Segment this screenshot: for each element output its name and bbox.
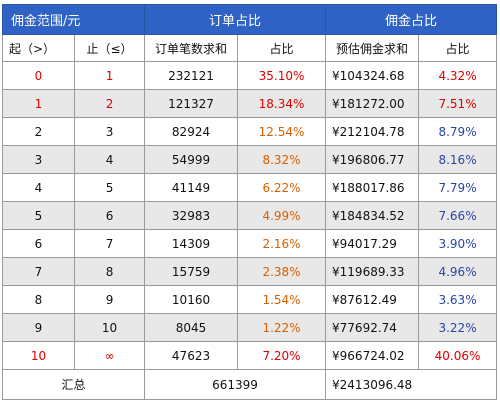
cell-to: ∞ bbox=[73, 341, 146, 370]
cell-commission-share: 3.90% bbox=[418, 229, 498, 258]
commission-table-container: 佣金范围/元 订单占比 佣金占比 起（>） 止（≤） 订单笔数求和 占比 预估佣… bbox=[1, 4, 498, 400]
cell-commission-sum: ¥184834.52 bbox=[325, 201, 420, 230]
cell-commission-share: 3.22% bbox=[418, 313, 498, 342]
cell-from: 9 bbox=[2, 313, 75, 342]
header-commission-share: 佣金占比 bbox=[325, 4, 498, 35]
cell-order-share: 2.38% bbox=[237, 257, 327, 286]
table-row: 9 10 8045 1.22% ¥77692.74 3.22% bbox=[2, 313, 498, 342]
cell-order-count: 8045 bbox=[144, 313, 239, 342]
cell-to: 2 bbox=[73, 89, 146, 118]
cell-commission-share: 8.79% bbox=[418, 117, 498, 146]
cell-to: 4 bbox=[73, 145, 146, 174]
cell-to: 10 bbox=[73, 313, 146, 342]
cell-order-count: 10160 bbox=[144, 285, 239, 314]
total-orders: 661399 bbox=[144, 369, 327, 400]
table-column-header: 起（>） 止（≤） 订单笔数求和 占比 预估佣金求和 占比 bbox=[2, 34, 498, 62]
table-row: 8 9 10160 1.54% ¥87612.49 3.63% bbox=[2, 285, 498, 314]
cell-order-count: 54999 bbox=[144, 145, 239, 174]
cell-commission-sum: ¥119689.33 bbox=[325, 257, 420, 286]
table-body: 0 1 232121 35.10% ¥104324.68 4.32% 1 2 121327 18.… bbox=[2, 61, 498, 370]
table-row: 7 8 15759 2.38% ¥119689.33 4.96% bbox=[2, 257, 498, 286]
cell-from: 10 bbox=[2, 341, 75, 370]
cell-from: 8 bbox=[2, 285, 75, 314]
cell-to: 6 bbox=[73, 201, 146, 230]
cell-commission-sum: ¥188017.86 bbox=[325, 173, 420, 202]
cell-from: 7 bbox=[2, 257, 75, 286]
table-row: 1 2 121327 18.34% ¥181272.00 7.51% bbox=[2, 89, 498, 118]
table-row: 6 7 14309 2.16% ¥94017.29 3.90% bbox=[2, 229, 498, 258]
cell-commission-sum: ¥966724.02 bbox=[325, 341, 420, 370]
col-from: 起（>） bbox=[2, 34, 75, 62]
cell-to: 1 bbox=[73, 61, 146, 90]
cell-to: 5 bbox=[73, 173, 146, 202]
cell-from: 0 bbox=[2, 61, 75, 90]
cell-commission-sum: ¥196806.77 bbox=[325, 145, 420, 174]
cell-order-share: 35.10% bbox=[237, 61, 327, 90]
cell-order-count: 14309 bbox=[144, 229, 239, 258]
cell-order-share: 2.16% bbox=[237, 229, 327, 258]
table-row: 0 1 232121 35.10% ¥104324.68 4.32% bbox=[2, 61, 498, 90]
cell-commission-share: 4.96% bbox=[418, 257, 498, 286]
header-order-share: 订单占比 bbox=[144, 4, 327, 35]
cell-from: 4 bbox=[2, 173, 75, 202]
cell-commission-sum: ¥181272.00 bbox=[325, 89, 420, 118]
col-commission-share: 占比 bbox=[418, 34, 498, 62]
cell-from: 3 bbox=[2, 145, 75, 174]
cell-commission-sum: ¥212104.78 bbox=[325, 117, 420, 146]
cell-from: 2 bbox=[2, 117, 75, 146]
cell-commission-share: 40.06% bbox=[418, 341, 498, 370]
table-total-row: 汇总 661399 ¥2413096.48 bbox=[1, 369, 498, 400]
cell-from: 5 bbox=[2, 201, 75, 230]
total-commission: ¥2413096.48 bbox=[325, 369, 498, 400]
cell-order-share: 8.32% bbox=[237, 145, 327, 174]
cell-to: 8 bbox=[73, 257, 146, 286]
cell-order-share: 1.22% bbox=[237, 313, 327, 342]
cell-commission-sum: ¥104324.68 bbox=[325, 61, 420, 90]
cell-order-count: 15759 bbox=[144, 257, 239, 286]
cell-order-count: 82924 bbox=[144, 117, 239, 146]
table-row: 2 3 82924 12.54% ¥212104.78 8.79% bbox=[2, 117, 498, 146]
col-to: 止（≤） bbox=[73, 34, 146, 62]
cell-order-count: 121327 bbox=[144, 89, 239, 118]
cell-order-share: 4.99% bbox=[237, 201, 327, 230]
table-row: 10 ∞ 47623 7.20% ¥966724.02 40.06% bbox=[2, 341, 498, 370]
cell-order-count: 232121 bbox=[144, 61, 239, 90]
cell-to: 7 bbox=[73, 229, 146, 258]
col-commission-sum: 预估佣金求和 bbox=[325, 34, 420, 62]
table-row: 3 4 54999 8.32% ¥196806.77 8.16% bbox=[2, 145, 498, 174]
cell-commission-sum: ¥77692.74 bbox=[325, 313, 420, 342]
total-label: 汇总 bbox=[1, 369, 146, 400]
cell-commission-sum: ¥94017.29 bbox=[325, 229, 420, 258]
cell-order-share: 1.54% bbox=[237, 285, 327, 314]
cell-to: 9 bbox=[73, 285, 146, 314]
cell-order-share: 18.34% bbox=[237, 89, 327, 118]
cell-order-count: 32983 bbox=[144, 201, 239, 230]
cell-order-share: 6.22% bbox=[237, 173, 327, 202]
table-row: 5 6 32983 4.99% ¥184834.52 7.66% bbox=[2, 201, 498, 230]
cell-from: 1 bbox=[2, 89, 75, 118]
cell-order-share: 12.54% bbox=[237, 117, 327, 146]
header-commission-range: 佣金范围/元 bbox=[1, 4, 146, 35]
cell-commission-share: 7.79% bbox=[418, 173, 498, 202]
cell-to: 3 bbox=[73, 117, 146, 146]
cell-commission-share: 3.63% bbox=[418, 285, 498, 314]
cell-order-count: 41149 bbox=[144, 173, 239, 202]
table-row: 4 5 41149 6.22% ¥188017.86 7.79% bbox=[2, 173, 498, 202]
commission-distribution-table: 佣金范围/元 订单占比 佣金占比 起（>） 止（≤） 订单笔数求和 占比 预估佣… bbox=[1, 4, 498, 400]
cell-order-share: 7.20% bbox=[237, 341, 327, 370]
table-group-header: 佣金范围/元 订单占比 佣金占比 bbox=[1, 4, 498, 35]
col-order-share: 占比 bbox=[237, 34, 327, 62]
cell-commission-share: 7.66% bbox=[418, 201, 498, 230]
col-order-count: 订单笔数求和 bbox=[144, 34, 239, 62]
cell-from: 6 bbox=[2, 229, 75, 258]
cell-commission-share: 7.51% bbox=[418, 89, 498, 118]
cell-commission-sum: ¥87612.49 bbox=[325, 285, 420, 314]
cell-commission-share: 8.16% bbox=[418, 145, 498, 174]
cell-commission-share: 4.32% bbox=[418, 61, 498, 90]
cell-order-count: 47623 bbox=[144, 341, 239, 370]
